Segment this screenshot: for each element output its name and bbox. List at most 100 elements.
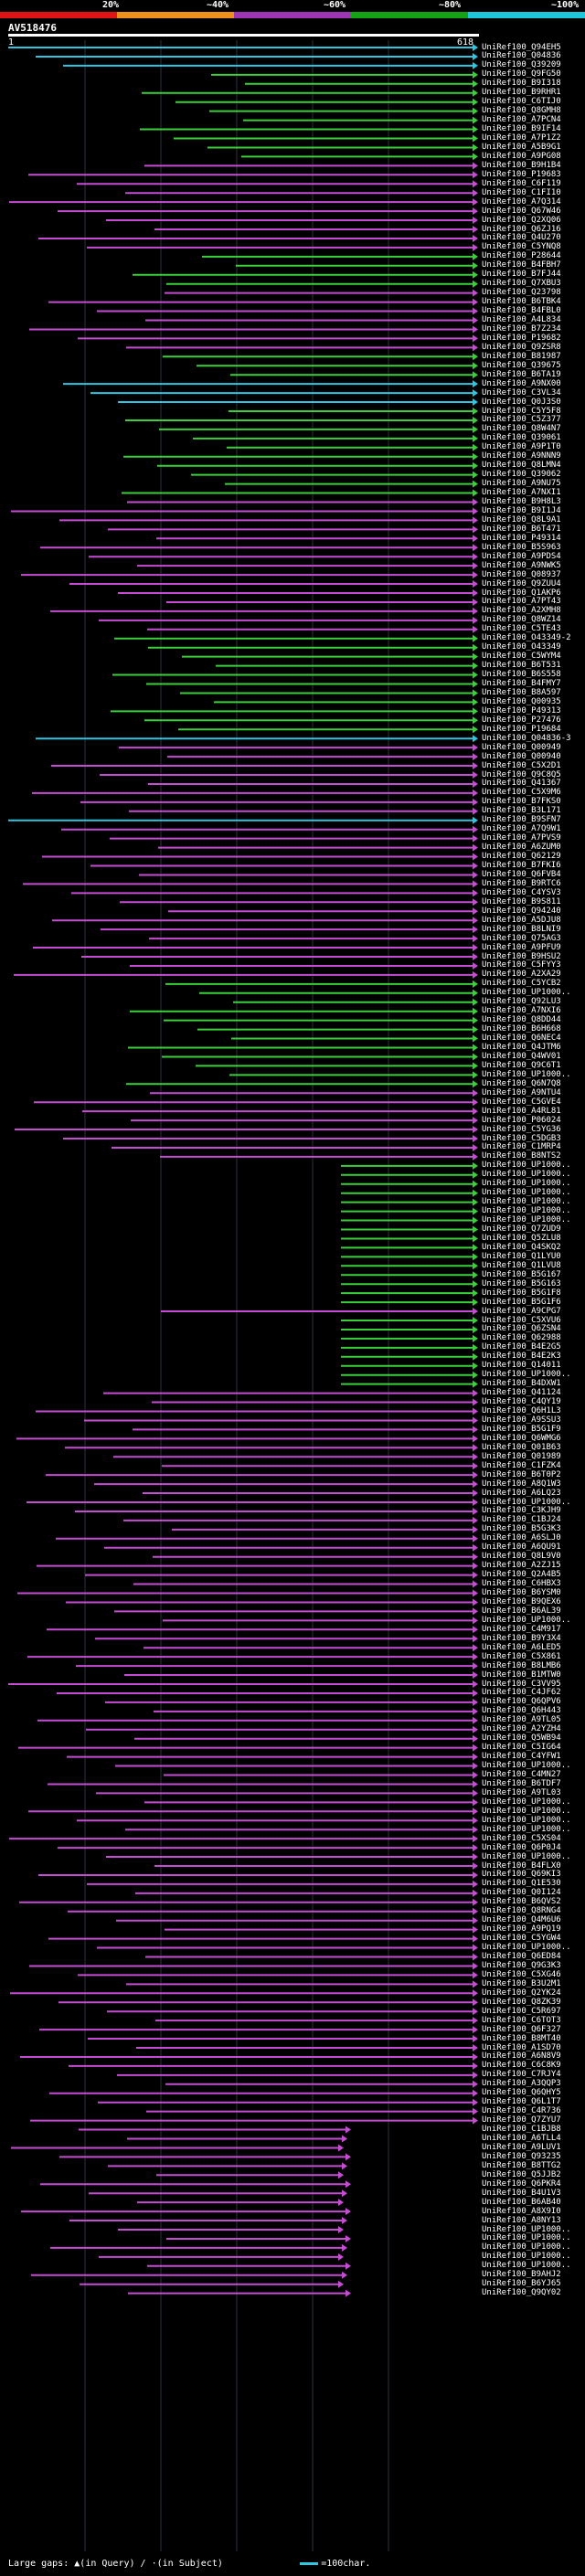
hit-label[interactable]: UniRef100_A9PFU9 <box>482 942 561 952</box>
hit-label[interactable]: UniRef100_C5TE43 <box>482 624 561 634</box>
hit-label[interactable]: UniRef100_C5XS04 <box>482 1833 561 1843</box>
hit-label[interactable]: UniRef100_Q1E530 <box>482 1879 561 1889</box>
hit-label[interactable]: UniRef100_Q8W4N7 <box>482 424 561 434</box>
hit-label[interactable]: UniRef100_B8LMB6 <box>482 1660 561 1670</box>
hit-label[interactable]: UniRef100_A2ZJ15 <box>482 1561 561 1571</box>
hit-label[interactable]: UniRef100_B5S963 <box>482 542 561 552</box>
hit-label[interactable]: UniRef100_B6YJ65 <box>482 2279 561 2289</box>
hit-label[interactable]: UniRef100_Q08937 <box>482 569 561 579</box>
hit-label[interactable]: UniRef100_A9PQ19 <box>482 1924 561 1935</box>
hit-label[interactable]: UniRef100_Q4SKQ2 <box>482 1242 561 1252</box>
hit-label[interactable]: UniRef100_Q8WZ14 <box>482 615 561 625</box>
hit-label[interactable]: UniRef100_C7RJY4 <box>482 2070 561 2080</box>
hit-label[interactable]: UniRef100_B6TDF7 <box>482 1778 561 1788</box>
hit-label[interactable]: UniRef100_C5X9M6 <box>482 788 561 798</box>
hit-label[interactable]: UniRef100_A4RL81 <box>482 1106 561 1116</box>
hit-label[interactable]: UniRef100_C1BJ24 <box>482 1515 561 1525</box>
hit-label[interactable]: UniRef100_Q00940 <box>482 751 561 761</box>
hit-label[interactable]: UniRef100_B9H8L3 <box>482 497 561 506</box>
hit-label[interactable]: UniRef100_B6AB40 <box>482 2197 561 2207</box>
hit-label[interactable]: UniRef100_Q6PKR4 <box>482 2178 561 2189</box>
hit-label[interactable]: UniRef100_B6TBK4 <box>482 297 561 307</box>
hit-label[interactable]: UniRef100_A6LQ23 <box>482 1488 561 1498</box>
hit-label[interactable]: UniRef100_UP1000.. <box>482 1197 571 1207</box>
hit-label[interactable]: UniRef100_UP1000.. <box>482 1215 571 1225</box>
hit-label[interactable]: UniRef100_Q8DD44 <box>482 1015 561 1025</box>
hit-label[interactable]: UniRef100_Q01B63 <box>482 1442 561 1452</box>
hit-label[interactable]: UniRef100_Q6NEC4 <box>482 1034 561 1044</box>
hit-label[interactable]: UniRef100_C5GVE4 <box>482 1097 561 1107</box>
hit-label[interactable]: UniRef100_B9AHJ2 <box>482 2270 561 2280</box>
hit-label[interactable]: UniRef100_Q7ZYU7 <box>482 2115 561 2125</box>
hit-label[interactable]: UniRef100_UP1000.. <box>482 1815 571 1825</box>
hit-label[interactable]: UniRef100_Q69KI3 <box>482 1870 561 1880</box>
hit-label[interactable]: UniRef100_A7Q9W1 <box>482 824 561 834</box>
hit-label[interactable]: UniRef100_O43349 <box>482 642 561 652</box>
hit-label[interactable]: UniRef100_B6TA19 <box>482 369 561 379</box>
hit-label[interactable]: UniRef100_Q41124 <box>482 1388 561 1398</box>
hit-label[interactable]: UniRef100_Q67W46 <box>482 206 561 216</box>
hit-label[interactable]: UniRef100_Q5JJB2 <box>482 2169 561 2179</box>
hit-label[interactable]: UniRef100_UP1000.. <box>482 1370 571 1380</box>
hit-label[interactable]: UniRef100_P19684 <box>482 724 561 734</box>
hit-label[interactable]: UniRef100_B1MTW0 <box>482 1670 561 1680</box>
hit-label[interactable]: UniRef100_Q39209 <box>482 60 561 70</box>
hit-label[interactable]: UniRef100_P27476 <box>482 715 561 725</box>
hit-label[interactable]: UniRef100_B6AL39 <box>482 1606 561 1616</box>
hit-label[interactable]: UniRef100_Q9ZSR8 <box>482 342 561 352</box>
hit-label[interactable]: UniRef100_C5XVU6 <box>482 1315 561 1325</box>
hit-label[interactable]: UniRef100_A9NTU4 <box>482 1087 561 1097</box>
hit-label[interactable]: UniRef100_Q00949 <box>482 742 561 752</box>
hit-label[interactable]: UniRef100_Q9C6T1 <box>482 1060 561 1070</box>
hit-label[interactable]: UniRef100_Q6ZJ16 <box>482 224 561 234</box>
hit-label[interactable]: UniRef100_Q92LU3 <box>482 997 561 1007</box>
hit-label[interactable]: UniRef100_C5XG46 <box>482 1969 561 1979</box>
hit-label[interactable]: UniRef100_A4L834 <box>482 315 561 324</box>
hit-label[interactable]: UniRef100_C1MRP4 <box>482 1142 561 1152</box>
hit-label[interactable]: UniRef100_A8Q1W3 <box>482 1479 561 1489</box>
hit-label[interactable]: UniRef100_C5IG64 <box>482 1743 561 1753</box>
hit-label[interactable]: UniRef100_UP1000.. <box>482 1170 571 1180</box>
hit-label[interactable]: UniRef100_C5YGW4 <box>482 1934 561 1944</box>
hit-label[interactable]: UniRef100_A9TL03 <box>482 1787 561 1797</box>
hit-label[interactable]: UniRef100_C4M917 <box>482 1624 561 1634</box>
hit-label[interactable]: UniRef100_C5Z377 <box>482 415 561 425</box>
hit-label[interactable]: UniRef100_B9IF14 <box>482 124 561 134</box>
hit-label[interactable]: UniRef100_UP1000.. <box>482 1824 571 1834</box>
hit-label[interactable]: UniRef100_Q6ZSN4 <box>482 1324 561 1334</box>
hit-label[interactable]: UniRef100_Q1AKP6 <box>482 588 561 598</box>
hit-label[interactable]: UniRef100_A7Q314 <box>482 196 561 207</box>
hit-label[interactable]: UniRef100_UP1000.. <box>482 1797 571 1807</box>
hit-label[interactable]: UniRef100_C4R736 <box>482 2106 561 2116</box>
hit-label[interactable]: UniRef100_B9I1J4 <box>482 505 561 515</box>
hit-label[interactable]: UniRef100_Q39675 <box>482 360 561 370</box>
hit-label[interactable]: UniRef100_C6HBX3 <box>482 1579 561 1589</box>
hit-label[interactable]: UniRef100_UP1000.. <box>482 1851 571 1861</box>
hit-label[interactable]: UniRef100_Q6F327 <box>482 2024 561 2034</box>
hit-label[interactable]: UniRef100_B7FKS0 <box>482 797 561 807</box>
hit-label[interactable]: UniRef100_C3VV95 <box>482 1679 561 1689</box>
hit-label[interactable]: UniRef100_Q2A4B5 <box>482 1570 561 1580</box>
hit-label[interactable]: UniRef100_A9NWK5 <box>482 560 561 570</box>
hit-label[interactable]: UniRef100_C3KJH9 <box>482 1506 561 1516</box>
hit-label[interactable]: UniRef100_B9RTC6 <box>482 878 561 888</box>
hit-label[interactable]: UniRef100_A6TLL4 <box>482 2134 561 2143</box>
hit-label[interactable]: UniRef100_Q6N7Q8 <box>482 1078 561 1088</box>
hit-label[interactable]: UniRef100_Q39061 <box>482 433 561 443</box>
hit-label[interactable]: UniRef100_C5X861 <box>482 1651 561 1661</box>
hit-label[interactable]: UniRef100_A9PG08 <box>482 151 561 161</box>
hit-label[interactable]: UniRef100_B7Z234 <box>482 323 561 334</box>
hit-label[interactable]: UniRef100_UP1000.. <box>482 1943 571 1953</box>
hit-label[interactable]: UniRef100_C6TOT3 <box>482 2015 561 2025</box>
hit-label[interactable]: UniRef100_Q6QPV6 <box>482 1697 561 1707</box>
hit-label[interactable]: UniRef100_A2XA29 <box>482 970 561 980</box>
hit-label[interactable]: UniRef100_UP1000.. <box>482 1161 571 1171</box>
hit-label[interactable]: UniRef100_P49314 <box>482 533 561 543</box>
hit-label[interactable]: UniRef100_Q23798 <box>482 288 561 298</box>
hit-label[interactable]: UniRef100_Q6H443 <box>482 1706 561 1716</box>
hit-label[interactable]: UniRef100_Q39062 <box>482 470 561 480</box>
hit-label[interactable]: UniRef100_A9TL05 <box>482 1715 561 1725</box>
hit-label[interactable]: UniRef100_Q8RNG4 <box>482 1906 561 1916</box>
hit-label[interactable]: UniRef100_Q2XQ06 <box>482 215 561 225</box>
hit-label[interactable]: UniRef100_B5G1F9 <box>482 1424 561 1434</box>
